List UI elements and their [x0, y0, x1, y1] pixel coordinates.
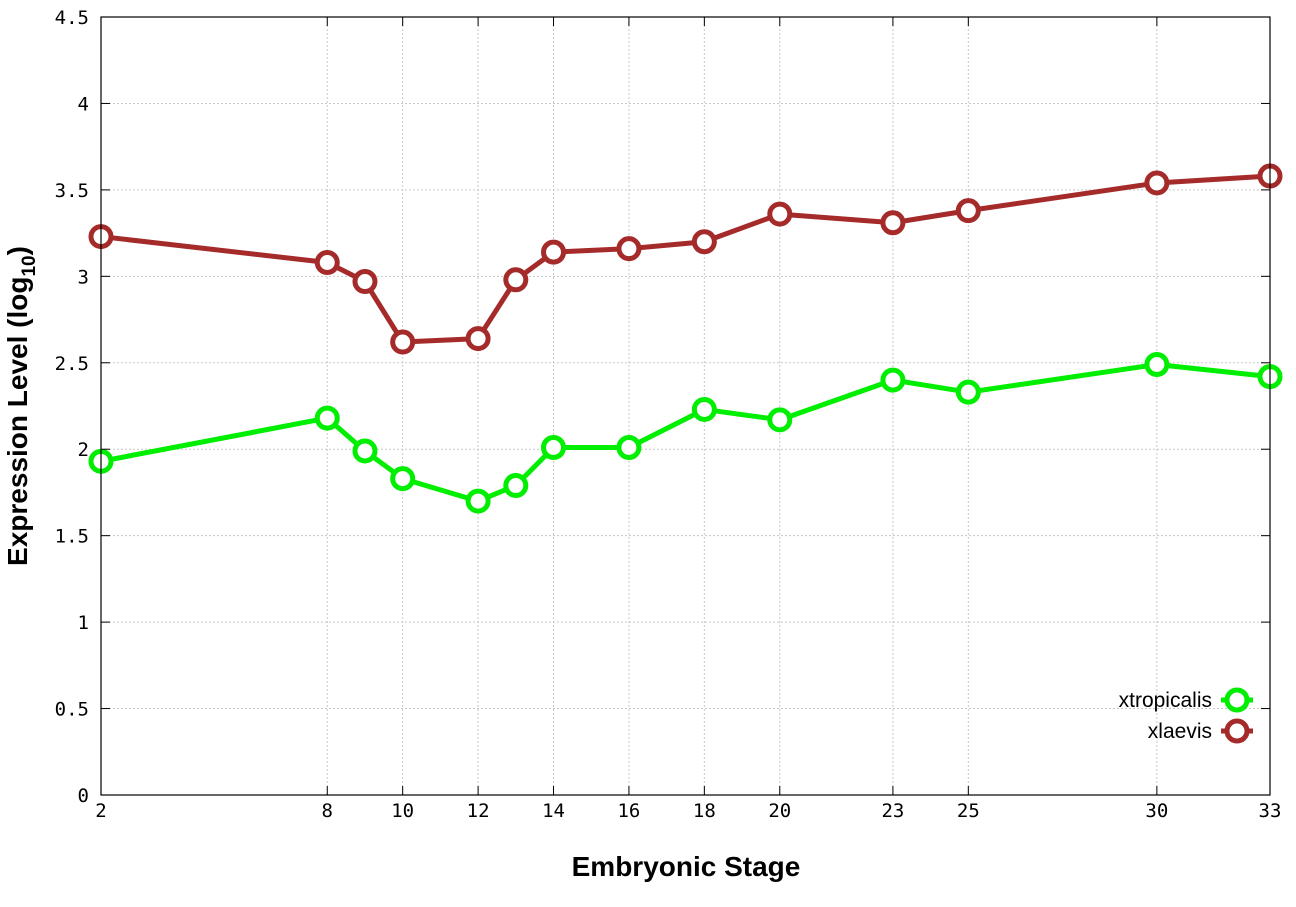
y-axis-title-close: ) [2, 246, 33, 255]
y-tick-label: 3 [78, 266, 89, 288]
y-tick-label: 2 [78, 439, 89, 461]
legend-entry: xtropicalis [1119, 687, 1253, 713]
data-point [541, 434, 567, 460]
ticks [100, 16, 1271, 796]
data-point [390, 466, 416, 492]
data-point [691, 396, 717, 422]
data-point [503, 267, 529, 293]
data-point [691, 229, 717, 255]
x-tick-label: 23 [881, 800, 904, 822]
data-point [1144, 352, 1170, 378]
data-point [314, 250, 340, 276]
series-xlaevis [88, 163, 1283, 355]
y-tick-label: 4 [78, 93, 89, 115]
series-xtropicalis [88, 352, 1283, 514]
plot-border [100, 16, 1271, 796]
data-point [465, 326, 491, 352]
y-tick-label: 1 [78, 612, 89, 634]
data-point [767, 201, 793, 227]
data-point [767, 407, 793, 433]
legend: xtropicalis xlaevis [1119, 687, 1253, 744]
x-tick-label: 2 [95, 800, 106, 822]
x-tick-label: 10 [391, 800, 414, 822]
legend-marker [1224, 687, 1250, 713]
series-line [100, 173, 1271, 345]
data-point [880, 210, 906, 236]
x-tick-label: 14 [542, 800, 565, 822]
x-tick-label: 18 [693, 800, 716, 822]
grid [101, 17, 1270, 795]
legend-label: xlaevis [1148, 720, 1212, 743]
series-line [100, 362, 1271, 504]
y-tick-label: 2.5 [55, 353, 89, 375]
data-point [503, 473, 529, 499]
tick-labels: 0 0.5 1 1.5 2 2.5 3 3.5 4 4.5 2 8 10 12 14 16 18 20 23 25 30… [55, 7, 1282, 822]
x-tick-label: 20 [768, 800, 791, 822]
data-point [1144, 170, 1170, 196]
x-tick-label: 16 [617, 800, 640, 822]
data-point [616, 236, 642, 262]
x-tick-label: 12 [467, 800, 490, 822]
x-tick-label: 33 [1259, 800, 1282, 822]
y-tick-label: 3.5 [55, 180, 89, 202]
data-point [616, 434, 642, 460]
x-tick-label: 25 [957, 800, 980, 822]
data-point [314, 405, 340, 431]
data-point [541, 239, 567, 265]
y-tick-label: 1.5 [55, 526, 89, 548]
y-tick-label: 0 [78, 785, 89, 807]
data-point [955, 379, 981, 405]
data-point [880, 367, 906, 393]
series-layer [88, 163, 1283, 514]
data-point [352, 269, 378, 295]
x-tick-label: 30 [1145, 800, 1168, 822]
data-point [352, 438, 378, 464]
legend-marker [1224, 718, 1250, 744]
x-axis-title: Embryonic Stage [572, 851, 801, 882]
y-axis-title-subscript: 10 [19, 255, 40, 276]
y-axis-title-main: Expression Level (log [2, 277, 33, 566]
data-point [390, 329, 416, 355]
y-tick-label: 4.5 [55, 7, 89, 29]
legend-entry: xlaevis [1148, 718, 1253, 744]
legend-label: xtropicalis [1119, 689, 1212, 712]
x-tick-label: 8 [322, 800, 333, 822]
y-tick-label: 0.5 [55, 699, 89, 721]
data-point [465, 488, 491, 514]
y-axis-title: Expression Level (log10) [2, 246, 40, 566]
data-point [955, 198, 981, 224]
